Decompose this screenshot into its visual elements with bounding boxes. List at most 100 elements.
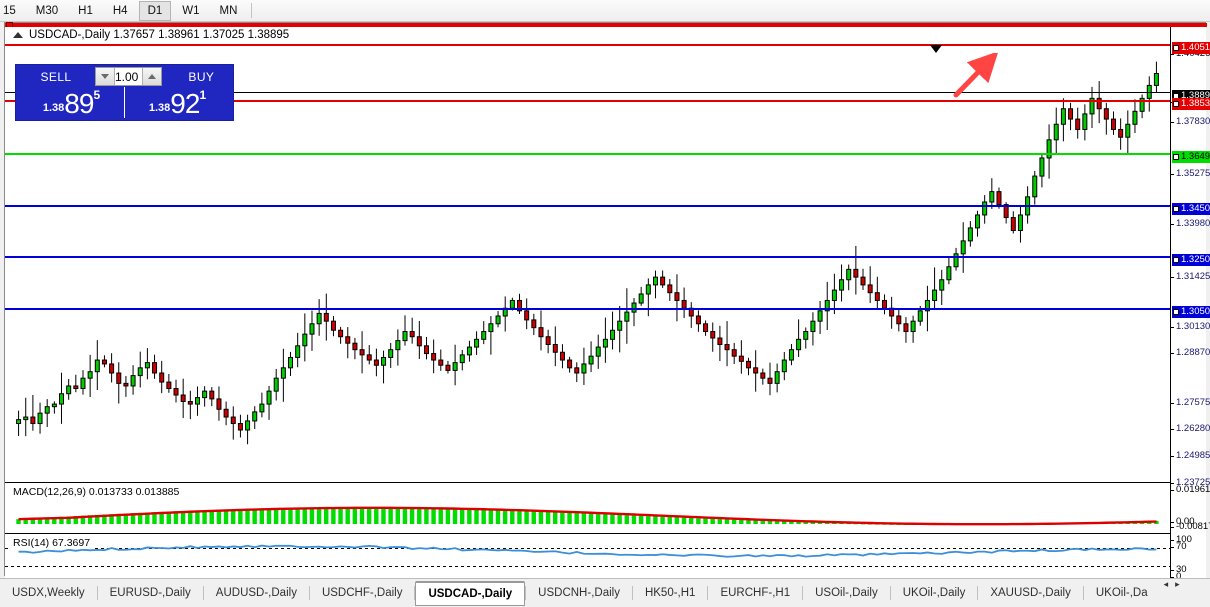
badge-value: 1.30506	[1181, 306, 1210, 317]
tab-divider	[525, 586, 527, 600]
chart-tab-hk50-h1[interactable]: HK50-,H1	[644, 587, 696, 599]
ask-prefix: 1.38	[148, 102, 171, 114]
tab-scroll-controls[interactable]: ◂ ▸	[1164, 579, 1180, 590]
tab-divider	[414, 586, 416, 600]
ask-fraction: 1	[199, 88, 207, 102]
tab-divider	[889, 586, 891, 600]
horizontal-level-line[interactable]	[5, 44, 1170, 46]
level-handle-icon[interactable]	[1173, 309, 1179, 315]
timeframe-w1[interactable]: W1	[182, 4, 200, 17]
tab-divider	[96, 586, 98, 600]
volume-increase-button[interactable]	[142, 68, 162, 85]
chart-tab-ukoil-daily[interactable]: UKOil-,Daily	[902, 587, 966, 599]
timeframe-mn[interactable]: MN	[219, 4, 238, 17]
timeframe-toolbar: 15 M30 H1 H4 D1 W1 MN	[0, 0, 1210, 22]
rsi-pane[interactable]: RSI(14) 67.3697	[5, 535, 1170, 580]
price-tick: 1.27575	[1171, 397, 1210, 408]
badge-value: 1.32504	[1181, 254, 1210, 265]
tab-divider	[977, 586, 979, 600]
price-tick: 1.26280	[1171, 423, 1210, 434]
chart-tab-ukoil-da[interactable]: UKOil-,Da	[1095, 587, 1148, 599]
level-handle-icon[interactable]	[1173, 206, 1179, 212]
chart-tab-usdcad-daily[interactable]: USDCAD-,Daily	[415, 580, 526, 606]
level-handle-icon[interactable]	[1173, 154, 1179, 160]
price-tick: 1.35275	[1171, 168, 1210, 179]
collapse-caret-icon[interactable]	[13, 32, 23, 38]
tab-divider	[802, 586, 804, 600]
chart-window[interactable]: USDCAD-,Daily 1.37657 1.38961 1.37025 1.…	[4, 22, 1210, 598]
macd-plot	[16, 506, 1159, 526]
chart-tab-usdcnh-daily[interactable]: USDCNH-,Daily	[538, 587, 620, 599]
macd-tick: 0.00	[1171, 516, 1195, 527]
horizontal-level-line[interactable]	[5, 100, 1170, 102]
one-click-trade-panel[interactable]: SELL 1.00 BUY 1.38 89 5 1.38 92 1	[15, 64, 234, 121]
price-tick: 1.33980	[1171, 218, 1210, 229]
tab-scroll-right-icon[interactable]: ▸	[1175, 579, 1180, 589]
sell-button[interactable]: 1.38 89 5	[19, 87, 125, 118]
macd-tick: -0.008178	[1171, 521, 1210, 532]
price-level-badge[interactable]: 1.30506	[1172, 306, 1210, 318]
badge-value: 1.36498	[1181, 151, 1210, 162]
chart-tab-eurusd-daily[interactable]: EURUSD-,Daily	[109, 587, 191, 599]
level-handle-icon[interactable]	[1173, 101, 1179, 107]
badge-value: 1.38895	[1181, 90, 1210, 101]
trade-panel-prices: 1.38 89 5 1.38 92 1	[16, 87, 233, 120]
macd-pane[interactable]: MACD(12,26,9) 0.013733 0.013885	[5, 484, 1170, 534]
rsi-label: RSI(14) 67.3697	[11, 537, 93, 549]
horizontal-level-line[interactable]	[5, 205, 1170, 207]
trade-panel-top-row: SELL 1.00 BUY	[16, 65, 233, 87]
bid-fraction: 5	[93, 88, 101, 102]
volume-decrease-button[interactable]	[96, 68, 115, 85]
price-level-badge[interactable]: 1.36498	[1172, 151, 1210, 163]
rsi-tick: 0	[1171, 571, 1181, 582]
chart-tab-audusd-daily[interactable]: AUDUSD-,Daily	[215, 587, 297, 599]
timeframe-15[interactable]: 15	[3, 4, 16, 17]
timeframe-m30[interactable]: M30	[35, 4, 59, 17]
timeframe-d1[interactable]: D1	[138, 0, 172, 21]
chart-tab-usdchf-daily[interactable]: USDCHF-,Daily	[321, 587, 403, 599]
ask-pips: 92	[170, 88, 200, 119]
buy-label: BUY	[188, 70, 215, 84]
tab-divider	[707, 586, 709, 600]
chart-symbol-header: USDCAD-,Daily 1.37657 1.38961 1.37025 1.…	[13, 28, 289, 42]
horizontal-level-line[interactable]	[5, 153, 1170, 155]
buy-button[interactable]: 1.38 92 1	[125, 87, 230, 118]
horizontal-level-line[interactable]	[5, 256, 1170, 258]
tab-divider	[1082, 586, 1084, 600]
horizontal-level-line[interactable]	[5, 308, 1170, 310]
volume-stepper[interactable]: 1.00	[95, 67, 163, 86]
price-level-badge[interactable]: 1.32504	[1172, 254, 1210, 266]
chart-tab-usoil-daily[interactable]: USOil-,Daily	[815, 587, 878, 599]
price-scale[interactable]: 1.404261.391251.378301.352751.339801.314…	[1170, 27, 1210, 582]
rsi-plot	[5, 544, 1170, 567]
volume-input[interactable]: 1.00	[115, 69, 139, 84]
rsi-tick: 100	[1171, 534, 1192, 545]
up-arrow-annotation-icon	[953, 53, 998, 98]
bid-prefix: 1.38	[42, 102, 65, 114]
chart-object-marker-icon[interactable]	[930, 45, 942, 53]
rsi-tick: 30	[1171, 564, 1187, 575]
price-tick: 1.23725	[1171, 477, 1210, 488]
chart-tab-xauusd-daily[interactable]: XAUUSD-,Daily	[990, 587, 1071, 599]
macd-label: MACD(12,26,9) 0.013733 0.013885	[11, 486, 182, 498]
level-handle-icon[interactable]	[1173, 45, 1179, 51]
toolbar-divider	[251, 3, 253, 18]
timeframe-h4[interactable]: H4	[112, 4, 128, 17]
level-handle-icon[interactable]	[1173, 257, 1179, 263]
horizontal-level-line[interactable]	[5, 92, 1170, 93]
price-tick: 1.31425	[1171, 271, 1210, 282]
macd-tick: 0.019616	[1171, 484, 1210, 495]
tab-divider	[202, 586, 204, 600]
chart-tab-bar[interactable]: USDX,Weekly EURUSD-,Daily AUDUSD-,Daily USD…	[0, 578, 1210, 607]
chart-tab-eurchf-h1[interactable]: EURCHF-,H1	[720, 587, 791, 599]
tab-scroll-left-icon[interactable]: ◂	[1163, 579, 1169, 589]
timeframe-h1[interactable]: H1	[78, 4, 93, 17]
chart-tab-usdx-weekly[interactable]: USDX,Weekly	[12, 587, 85, 599]
rsi-tick: 70	[1171, 541, 1187, 552]
